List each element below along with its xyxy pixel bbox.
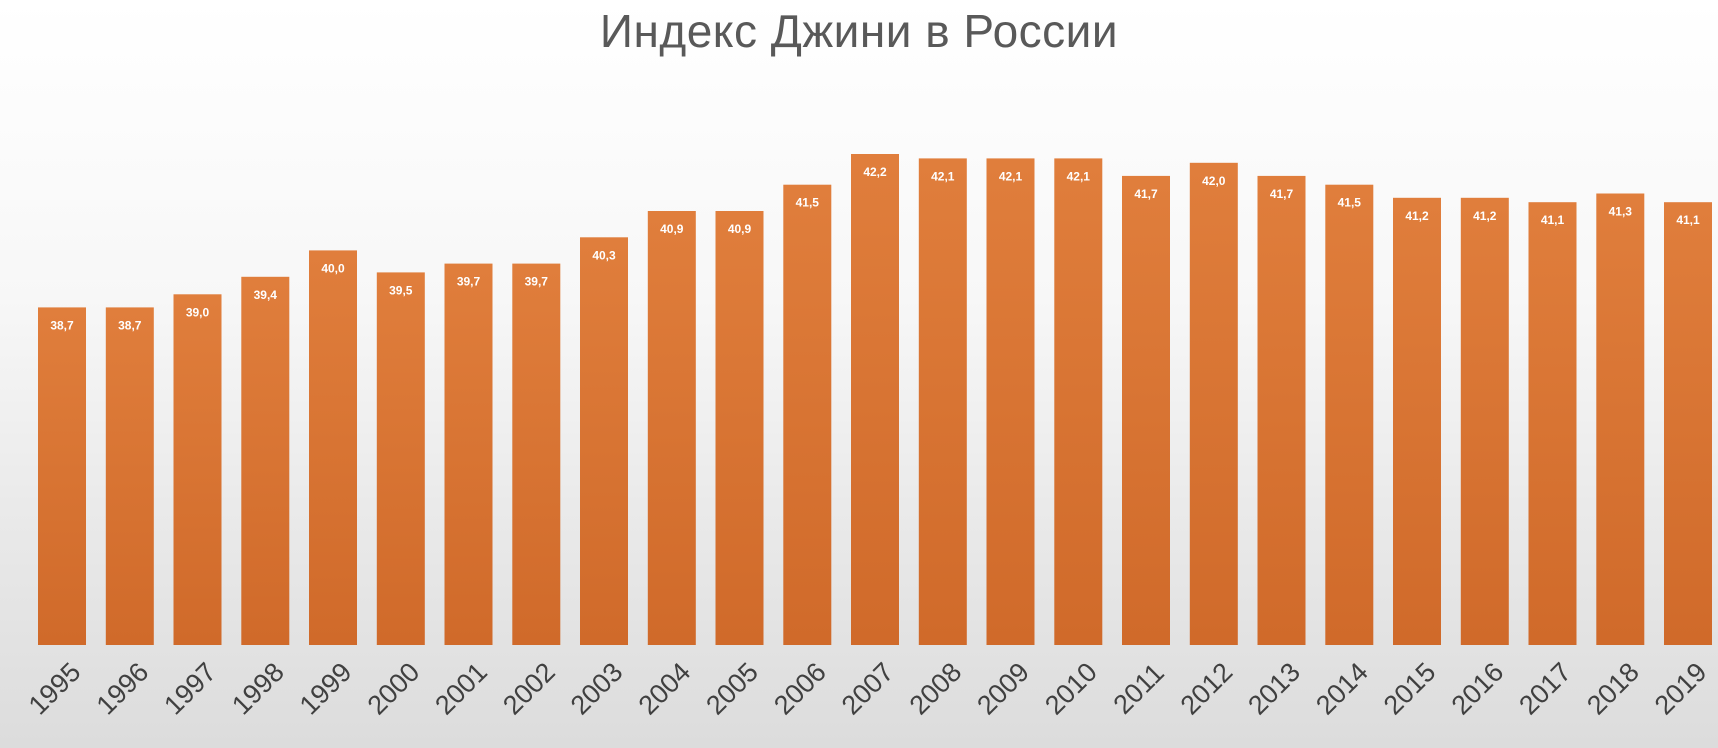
bar-2007 [851,154,899,645]
x-tick-label-2012: 2012 [1175,657,1239,721]
x-tick-label-2000: 2000 [362,657,426,721]
x-tick-label-2001: 2001 [429,657,493,721]
bar-2008 [918,158,967,645]
x-tick-label-1999: 1999 [294,657,358,721]
bar-1998 [241,276,290,645]
bar-1995 [38,307,86,645]
data-label-2001: 39,7 [457,275,481,289]
bar-2010 [1054,158,1103,645]
bar-2000 [376,272,425,645]
x-tick-label-2014: 2014 [1310,657,1374,721]
data-label-1997: 39,0 [186,305,210,319]
chart-title: Индекс Джини в России [599,5,1119,57]
data-label-2010: 42,1 [1067,169,1091,183]
data-label-2006: 41,5 [796,196,820,210]
data-label-1996: 38,7 [118,318,142,332]
bar-2012 [1189,162,1238,646]
x-tick-label-2006: 2006 [768,657,832,721]
x-tick-label-2008: 2008 [904,657,968,721]
x-tick-label-2005: 2005 [700,657,764,721]
data-label-1998: 39,4 [254,288,278,302]
bar-2013 [1257,175,1306,645]
data-label-2000: 39,5 [389,283,413,297]
bar-2009 [986,158,1035,645]
data-label-2009: 42,1 [999,169,1023,183]
bar-2006 [783,184,832,645]
data-label-2007: 42,2 [863,165,887,179]
data-label-2005: 40,9 [728,222,752,236]
data-label-2016: 41,2 [1473,209,1497,223]
bar-2016 [1460,197,1509,646]
x-tick-label-2003: 2003 [565,657,629,721]
data-label-2008: 42,1 [931,169,955,183]
x-tick-label-2007: 2007 [836,657,900,721]
bar-2002 [512,263,561,645]
bar-2005 [715,211,764,645]
bar-1996 [105,307,154,645]
bar-2017 [1528,202,1577,645]
data-label-1995: 38,7 [50,318,74,332]
data-label-2004: 40,9 [660,222,684,236]
bar-2019 [1664,202,1712,645]
x-tick-label-2009: 2009 [971,657,1035,721]
bar-2003 [580,237,628,646]
data-label-2013: 41,7 [1270,187,1294,201]
bar-1997 [173,294,222,645]
x-tick-label-2010: 2010 [1039,657,1103,721]
x-tick-label-2017: 2017 [1513,657,1577,721]
x-tick-label-2002: 2002 [497,657,561,721]
data-label-2012: 42,0 [1202,174,1226,188]
data-label-2015: 41,2 [1405,209,1429,223]
x-tick-label-2016: 2016 [1446,657,1510,721]
data-label-2014: 41,5 [1338,196,1362,210]
bar-2011 [1122,175,1170,645]
data-label-2017: 41,1 [1541,213,1565,227]
data-label-2003: 40,3 [592,248,616,262]
bar-2015 [1393,197,1441,646]
bar-1999 [309,250,357,645]
x-tick-label-1995: 1995 [23,657,87,721]
x-tick-label-2018: 2018 [1581,657,1645,721]
x-tick-label-2011: 2011 [1108,658,1170,720]
x-tick-label-2013: 2013 [1242,657,1306,721]
data-label-2011: 41,7 [1134,187,1158,201]
bar-2014 [1325,184,1374,645]
bar-2001 [444,263,493,645]
bar-2018 [1596,193,1645,645]
x-tick-label-2015: 2015 [1378,657,1442,721]
x-tick-label-1996: 1996 [91,657,155,721]
data-label-2018: 41,3 [1609,205,1633,219]
x-tick-label-1997: 1997 [158,657,222,721]
bar-2004 [647,211,696,645]
x-tick-label-2019: 2019 [1649,657,1713,721]
x-tick-label-1998: 1998 [226,657,290,721]
data-label-2002: 39,7 [525,275,549,289]
x-tick-label-2004: 2004 [633,657,697,721]
data-label-1999: 40,0 [321,261,345,275]
data-label-2019: 41,1 [1676,213,1700,227]
